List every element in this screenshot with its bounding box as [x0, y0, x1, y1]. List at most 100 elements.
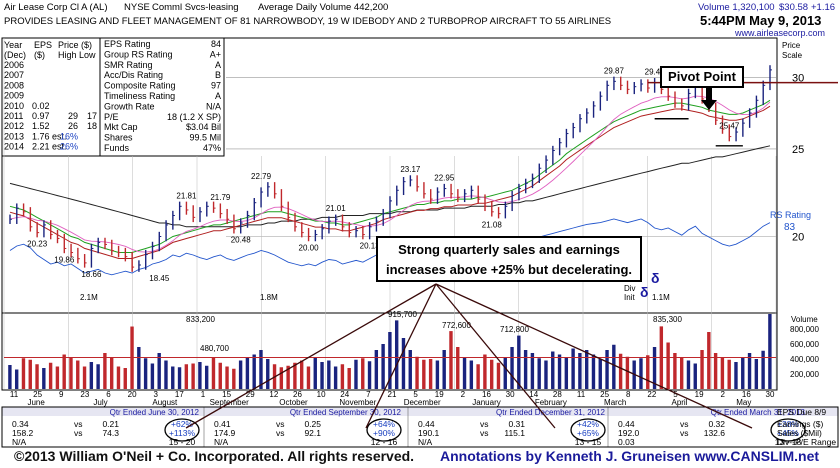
volume-marker-0: 2.1M: [80, 293, 98, 302]
volume-bar-106: [727, 359, 731, 389]
volume-bar-82: [564, 357, 569, 389]
volume-bar-101: [693, 363, 697, 389]
history-eps-8: 2.21 est.: [32, 142, 67, 152]
history-low-5: 17: [87, 111, 97, 121]
quarter-title-3: Qtr Ended March 31, 2013: [711, 408, 806, 417]
day-label-32: 30: [766, 390, 775, 399]
volume-bar-31: [218, 362, 222, 389]
annotation-line-2: increases above +25% but decelerating.: [385, 262, 633, 277]
copyright: ©2013 William O'Neil + Co. Incorporated.…: [14, 448, 415, 464]
month-label-11: May: [736, 398, 751, 407]
quarter-title-2: Qtr Ended December 31, 2012: [496, 408, 606, 417]
history-subheader-2: High Low: [58, 50, 96, 60]
credit: Annotations by Kenneth J. Gruneisen www.…: [440, 448, 820, 464]
volume-bar-3: [28, 359, 32, 389]
avg-volume: Average Daily Volume 442,200: [258, 2, 388, 13]
volume-bar-70: [483, 354, 487, 389]
pivot-point-label: Pivot Point: [660, 66, 744, 88]
month-label-10: April: [671, 398, 687, 407]
volume-bar-42: [293, 362, 297, 389]
quarter-vs-sales-1: vs: [276, 428, 285, 438]
rating-value-8: $3.04 Bil: [186, 122, 221, 132]
quarterly-panel: Qtr Ended June 30, 2012 0.34 vs 0.21 158.2 vs…: [2, 407, 838, 447]
price-label-14: 29.87: [604, 66, 625, 75]
price-labels: 20.23 19.86 18.66 18.45 21.81 21.79 20.48 22.79…: [27, 66, 740, 283]
day-label-20: 16: [482, 390, 491, 399]
volume-bar-87: [598, 359, 602, 389]
volume-bar-78: [537, 358, 541, 389]
volume-label-3: 772,600: [442, 321, 471, 330]
volume-bar-56: [388, 332, 392, 389]
quarter-sales-pct-2: +65%: [577, 428, 599, 438]
rating-label-2: SMR Rating: [104, 60, 153, 70]
volume-today: Volume 1,320,100: [698, 2, 775, 13]
rs-rating-label: RS Rating: [770, 210, 811, 220]
industry: Comml Svcs-leasing: [152, 2, 239, 13]
day-label-17: 5: [413, 390, 418, 399]
volume-bar-85: [584, 350, 589, 389]
quarter-vs-eps-0: vs: [74, 419, 83, 429]
quarter-sales-3: 192.0: [618, 428, 640, 438]
dividend-icon-2: δ: [651, 270, 660, 286]
price-tick-1: 25: [792, 144, 804, 156]
volume-bar-55: [381, 344, 385, 389]
volume-bar-110: [754, 359, 759, 389]
day-label-10: 29: [246, 390, 255, 399]
month-label-6: December: [404, 398, 441, 407]
company-description: PROVIDES LEASING AND FLEET MANAGEMENT OF…: [4, 16, 611, 27]
quarter-sales-1: 174.9: [214, 428, 236, 438]
volume-bar-89: [612, 344, 616, 389]
rating-label-8: Mkt Cap: [104, 122, 138, 132]
rating-label-7: P/E: [104, 112, 119, 122]
volume-bar-104: [713, 353, 718, 389]
volume-bar-20: [143, 358, 148, 389]
price-label-10: 20.13: [360, 242, 381, 251]
exchange: NYSE: [124, 2, 150, 13]
rating-value-3: B: [215, 70, 221, 80]
history-header-0: Year: [4, 40, 22, 50]
price-label-7: 22.79: [251, 172, 272, 181]
day-label-2: 9: [59, 390, 64, 399]
quarter-eps-prev-2: 0.31: [508, 419, 525, 429]
volume-bar-41: [286, 365, 290, 389]
volume-bar-107: [734, 362, 738, 389]
quarter-sales-pct-3: +45%: [777, 428, 799, 438]
stock-name: Air Lease Corp Cl A (AL): [4, 2, 108, 13]
day-label-30: 2: [721, 390, 726, 399]
volume-bar-30: [211, 357, 216, 389]
volume-bar-73: [503, 357, 507, 389]
volume-bar-61: [422, 359, 426, 389]
quarter-pct-circle-2: [570, 418, 606, 442]
rating-value-5: A: [215, 91, 221, 101]
history-header-1: EPS: [34, 40, 52, 50]
volume-bar-43: [299, 360, 304, 389]
volume-bar-77: [530, 353, 535, 389]
volume-bar-75: [517, 335, 521, 389]
price-label-16: 25.47: [719, 122, 740, 131]
quarter-eps-pct-2: +42%: [577, 419, 599, 429]
volume-bar-44: [306, 366, 311, 389]
quarter-range-2: 13 - 15: [575, 437, 602, 447]
volume-marker-1: 1.8M: [260, 293, 278, 302]
quarter-range-1: 12 - 16: [371, 437, 398, 447]
volume-bar-1: [14, 369, 19, 389]
volume-bar-21: [150, 363, 155, 389]
volume-bar-90: [618, 353, 623, 389]
day-label-18: 19: [435, 390, 444, 399]
volume-bar-59: [408, 350, 412, 389]
volume-bar-66: [456, 347, 460, 389]
rating-value-2: A: [215, 60, 221, 70]
price-label-6: 20.48: [231, 236, 252, 245]
volume-bar-54: [374, 350, 379, 389]
eps-due: EPS Due 8/9: [777, 407, 826, 417]
history-year-0: 2006: [4, 60, 24, 70]
ema-line: [9, 95, 771, 253]
volume-bar-57: [394, 320, 399, 389]
price-label-15: 29.49: [645, 68, 666, 77]
annotation-box: Strong quarterly sales and earnings incr…: [376, 236, 642, 282]
quarter-sales-pct-0: +113%: [169, 428, 196, 438]
timestamp: 5:44PM May 9, 2013: [700, 13, 821, 28]
price-tick-0: 20: [792, 232, 804, 244]
volume-bar-67: [462, 357, 467, 389]
